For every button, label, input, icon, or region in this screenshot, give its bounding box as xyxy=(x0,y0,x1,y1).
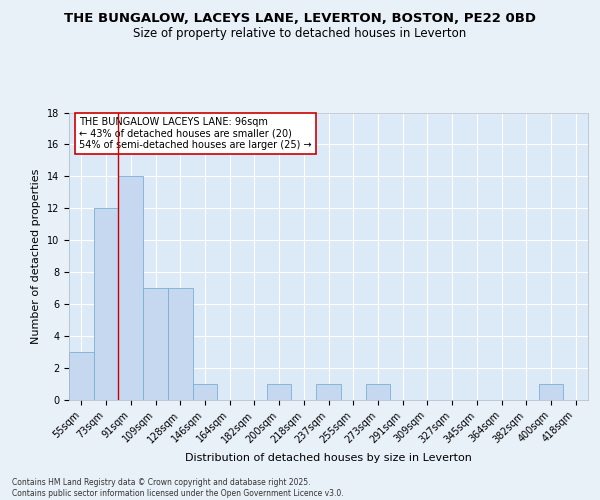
X-axis label: Distribution of detached houses by size in Leverton: Distribution of detached houses by size … xyxy=(185,453,472,463)
Bar xyxy=(118,176,143,400)
Text: THE BUNGALOW, LACEYS LANE, LEVERTON, BOSTON, PE22 0BD: THE BUNGALOW, LACEYS LANE, LEVERTON, BOS… xyxy=(64,12,536,26)
Bar xyxy=(316,384,341,400)
Bar xyxy=(143,288,168,400)
Text: THE BUNGALOW LACEYS LANE: 96sqm
← 43% of detached houses are smaller (20)
54% of: THE BUNGALOW LACEYS LANE: 96sqm ← 43% of… xyxy=(79,117,312,150)
Bar xyxy=(539,384,563,400)
Bar xyxy=(94,208,118,400)
Text: Size of property relative to detached houses in Leverton: Size of property relative to detached ho… xyxy=(133,28,467,40)
Text: Contains HM Land Registry data © Crown copyright and database right 2025.
Contai: Contains HM Land Registry data © Crown c… xyxy=(12,478,344,498)
Bar xyxy=(365,384,390,400)
Bar xyxy=(168,288,193,400)
Y-axis label: Number of detached properties: Number of detached properties xyxy=(31,168,41,344)
Bar xyxy=(267,384,292,400)
Bar xyxy=(69,352,94,400)
Bar xyxy=(193,384,217,400)
